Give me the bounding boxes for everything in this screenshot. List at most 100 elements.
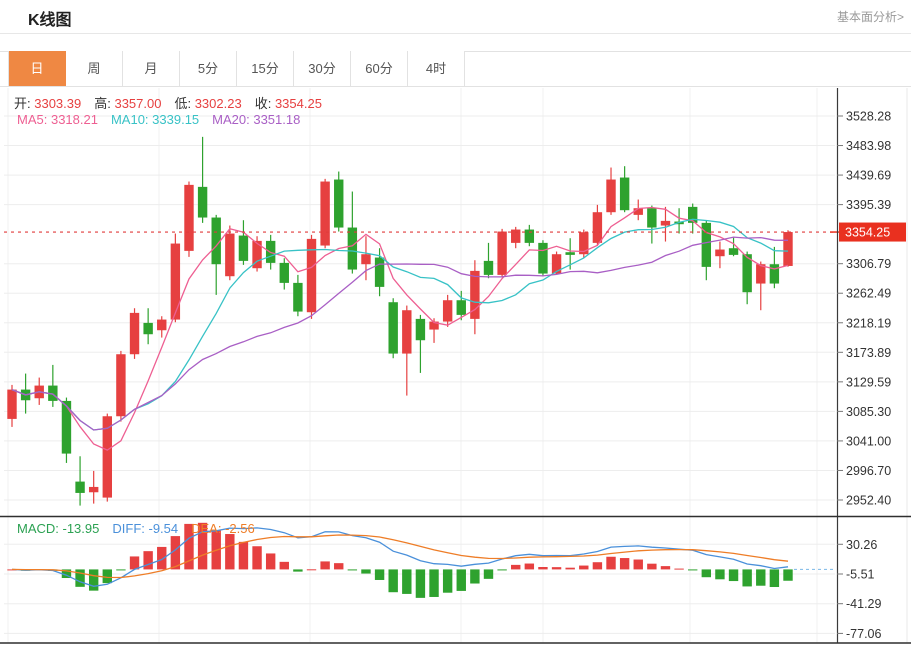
macd-bar	[252, 546, 262, 570]
price-axis-label: 2996.70	[846, 464, 891, 478]
tab-month[interactable]: 月	[123, 51, 180, 86]
candle-down	[374, 257, 385, 287]
candle-down	[524, 229, 535, 243]
candle-up	[579, 232, 589, 255]
dea-line	[11, 534, 789, 579]
fundamental-analysis-link[interactable]: 基本面分析>	[836, 10, 904, 24]
candle-up	[633, 208, 643, 215]
tab-30min[interactable]: 30分	[294, 51, 351, 86]
candle-down	[388, 302, 398, 354]
macd-bar	[674, 568, 684, 570]
candle-down	[334, 179, 344, 228]
macd-bar	[551, 567, 562, 570]
macd-bar	[742, 569, 752, 587]
candle-up	[184, 184, 194, 251]
tab-5min[interactable]: 5分	[180, 51, 237, 86]
macd-bar	[415, 569, 426, 598]
macd-bar	[265, 553, 276, 570]
candle-up	[88, 486, 99, 493]
readout-close: 收: 3354.25	[254, 96, 322, 111]
candle-up	[402, 310, 412, 354]
candle-down	[483, 260, 494, 275]
macd-bar	[225, 534, 235, 570]
candle-down	[701, 222, 712, 267]
macd-bar	[388, 569, 398, 593]
readout-ma5: MA5: 3318.21	[17, 112, 98, 127]
price-axis-label: 3085.30	[846, 405, 891, 419]
macd-bar	[334, 563, 344, 570]
candle-down	[742, 254, 752, 293]
macd-axis-label: -5.51	[846, 567, 875, 581]
tab-day[interactable]: 日	[9, 51, 66, 86]
readout-open: 开: 3303.39	[14, 96, 82, 111]
macd-bar	[538, 567, 548, 570]
macd-bar	[320, 561, 330, 570]
candle-up	[783, 232, 793, 266]
macd-bar	[756, 569, 766, 586]
macd-bar	[116, 569, 126, 571]
tab-week[interactable]: 周	[66, 51, 123, 86]
price-axis-label: 3218.19	[846, 316, 891, 330]
macd-bar	[456, 569, 466, 591]
tab-15min[interactable]: 15分	[237, 51, 294, 86]
macd-bar	[361, 569, 371, 574]
macd-bar	[306, 569, 317, 571]
candle-down	[456, 300, 466, 315]
price-axis-label: 3173.89	[846, 346, 891, 360]
macd-bar	[783, 569, 793, 581]
macd-bar	[102, 569, 112, 584]
ma5-line	[11, 206, 789, 451]
candle-down	[619, 177, 630, 211]
current-price-badge	[839, 222, 906, 242]
interval-tabs: 日周月 5分 15分 30分 60分 4时	[8, 51, 465, 86]
price-axis-label: 3528.28	[846, 110, 891, 124]
candle-down	[688, 206, 698, 223]
readout-high: 高: 3357.00	[94, 96, 162, 111]
price-axis-label: 3306.79	[846, 257, 891, 271]
macd-bar	[524, 563, 535, 570]
macd-bar	[688, 569, 698, 571]
macd-bar	[374, 569, 385, 580]
macd-bar	[728, 569, 739, 582]
macd-bar	[660, 566, 671, 570]
candle-down	[61, 400, 72, 454]
tab-60min[interactable]: 60分	[351, 51, 408, 86]
header-divider	[0, 33, 911, 34]
candle-up	[715, 249, 725, 257]
candle-up	[606, 179, 616, 213]
macd-bar	[75, 569, 85, 587]
candle-down	[565, 252, 575, 255]
tab-4hour[interactable]: 4时	[408, 51, 465, 86]
macd-bar	[483, 569, 494, 579]
macd-bar	[511, 564, 521, 570]
macd-bar	[701, 569, 712, 578]
candle-up	[592, 212, 603, 243]
candle-up	[170, 243, 181, 320]
macd-bar	[347, 569, 358, 571]
macd-bar	[647, 563, 657, 570]
candle-up	[756, 264, 766, 284]
ohlc-readout: 开: 3303.39 高: 3357.00 低: 3302.23 收: 3354.25	[14, 93, 335, 112]
candle-down	[347, 227, 358, 270]
candle-down	[728, 248, 739, 255]
candle-down	[538, 242, 548, 274]
candle-up	[497, 231, 507, 275]
candle-down	[293, 282, 303, 312]
macd-bar	[442, 569, 453, 593]
macd-axis-label: 30.26	[846, 538, 877, 552]
macd-bar	[129, 556, 140, 570]
candle-down	[415, 318, 426, 341]
candle-down	[75, 481, 85, 493]
candle-up	[225, 233, 235, 277]
price-axis-label: 3395.39	[846, 198, 891, 212]
macd-bar	[497, 569, 507, 571]
candle-down	[211, 217, 221, 265]
macd-bar	[715, 569, 725, 580]
price-axis-label: 3439.69	[846, 169, 891, 183]
macd-bar	[769, 569, 780, 588]
macd-bar	[61, 569, 72, 579]
macd-bar	[279, 561, 289, 570]
macd-bar	[470, 569, 480, 584]
macd-bar	[606, 556, 616, 570]
